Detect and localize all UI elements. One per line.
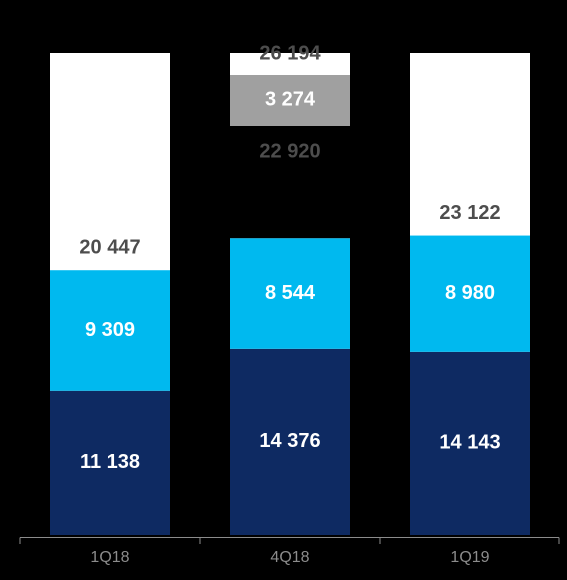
value-label-middle-4Q18: 8 544 bbox=[265, 282, 316, 304]
bar-middle-1Q19 bbox=[410, 235, 530, 352]
value-label-subtotal-1Q19: 23 122 bbox=[439, 202, 500, 224]
value-label-subtotal-4Q18: 22 920 bbox=[259, 140, 320, 162]
x-tick-4Q18: 4Q18 bbox=[270, 549, 309, 566]
bar-gap-4Q18 bbox=[230, 126, 350, 239]
bar-bottom-1Q19 bbox=[410, 351, 530, 535]
x-tick-1Q18: 1Q18 bbox=[90, 549, 129, 566]
value-label-bottom-4Q18: 14 376 bbox=[259, 430, 320, 452]
value-label-bottom-1Q19: 14 143 bbox=[439, 432, 500, 454]
bar-bottom-4Q18 bbox=[230, 348, 350, 535]
value-label-extra-4Q18: 3 274 bbox=[265, 88, 316, 110]
bar-extra-4Q18 bbox=[230, 75, 350, 126]
bar-middle-1Q18 bbox=[50, 270, 170, 391]
x-tick-1Q19: 1Q19 bbox=[450, 549, 489, 566]
bar-bottom-1Q18 bbox=[50, 390, 170, 535]
value-label-bottom-1Q18: 11 138 bbox=[80, 451, 140, 473]
value-label-total-4Q18: 26 194 bbox=[259, 42, 321, 64]
value-label-subtotal-1Q18: 20 447 bbox=[79, 236, 140, 258]
bar-middle-4Q18 bbox=[230, 238, 350, 349]
value-label-middle-1Q19: 8 980 bbox=[445, 282, 495, 304]
value-label-middle-1Q18: 9 309 bbox=[85, 319, 135, 341]
